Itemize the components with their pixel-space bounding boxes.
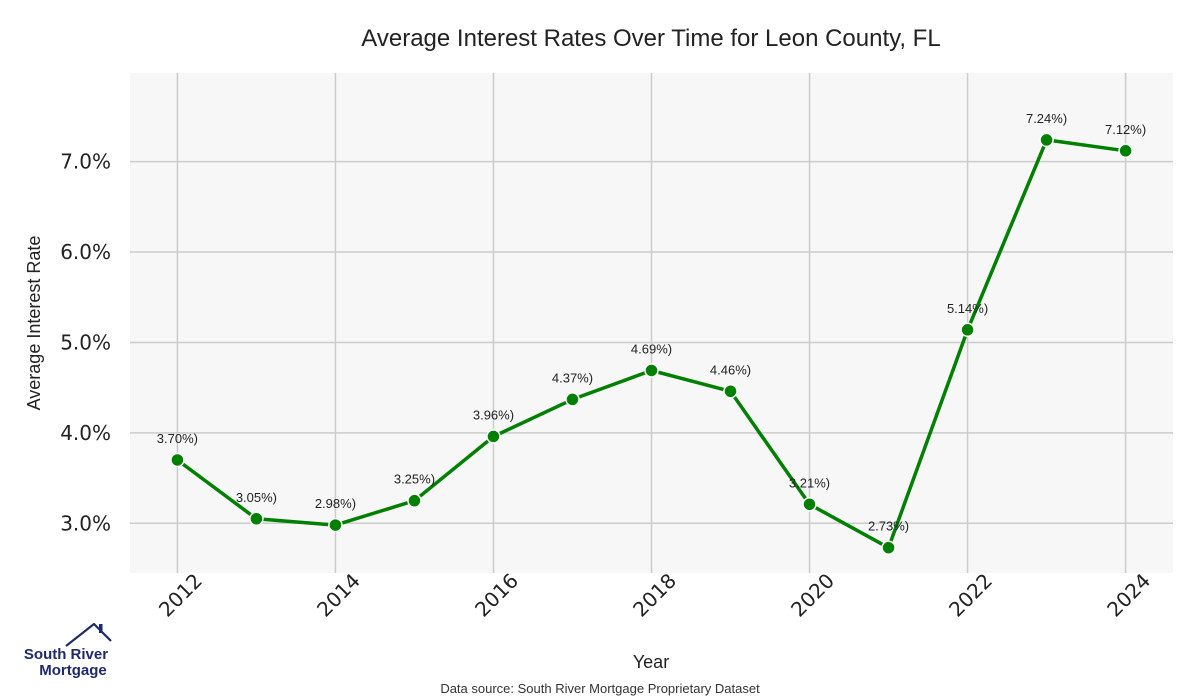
x-tick-label: 2016 — [470, 569, 523, 622]
data-point — [328, 517, 343, 533]
data-labels: 3.70%) 3.05%) 2.98%) 3.25%) 3.96%) 4.37%) 4.69… — [157, 111, 1146, 534]
data-point — [170, 452, 185, 468]
x-tick-label: 2020 — [786, 569, 839, 622]
x-tick-label: 2024 — [1102, 569, 1155, 622]
chart-title: Average Interest Rates Over Time for Leo… — [361, 25, 940, 52]
data-point — [802, 497, 817, 512]
data-label: 3.96%) — [473, 407, 514, 422]
y-tick-label: 5.0% — [60, 330, 111, 354]
x-tick-label: 2014 — [312, 569, 365, 622]
logo-text-line2: Mortgage — [39, 662, 107, 679]
x-tick-label: 2022 — [944, 569, 997, 622]
data-point — [1039, 132, 1054, 148]
data-point — [723, 384, 738, 399]
x-axis-ticks: 2012 2014 2016 2018 2020 2022 2024 — [154, 569, 1155, 622]
data-label: 7.24%) — [1026, 111, 1067, 126]
data-label: 2.98%) — [315, 496, 356, 511]
y-axis-ticks: 3.0% 4.0% 5.0% 6.0% 7.0% — [60, 150, 111, 536]
data-label: 2.73%) — [868, 519, 909, 534]
y-tick-label: 3.0% — [60, 511, 111, 535]
data-label: 4.46%) — [710, 362, 751, 377]
data-point — [486, 429, 501, 444]
data-label: 5.14%) — [947, 301, 988, 316]
data-label: 4.37%) — [552, 370, 593, 385]
data-point — [644, 363, 659, 378]
data-point — [881, 540, 896, 555]
data-points — [170, 132, 1133, 555]
data-label: 4.69%) — [631, 341, 672, 356]
data-label: 3.70%) — [157, 431, 198, 446]
house-icon — [65, 622, 112, 647]
data-label: 3.05%) — [236, 490, 277, 505]
y-tick-label: 6.0% — [60, 240, 111, 264]
x-tick-label: 2018 — [628, 569, 681, 622]
y-axis-title: Average Interest Rate — [24, 236, 44, 411]
data-point — [407, 493, 422, 508]
y-tick-label: 4.0% — [60, 421, 111, 445]
data-label: 7.12%) — [1105, 122, 1146, 137]
data-label: 3.25%) — [394, 472, 435, 487]
data-point — [1118, 143, 1133, 159]
data-point — [249, 511, 264, 527]
x-tick-label: 2012 — [154, 569, 207, 622]
data-point — [960, 322, 975, 338]
x-axis-title: Year — [633, 652, 669, 672]
logo-text-line1: South River — [24, 646, 108, 663]
south-river-logo: South River Mortgage — [24, 622, 112, 679]
source-note: Data source: South River Mortgage Propri… — [440, 681, 760, 696]
data-label: 3.21%) — [789, 475, 830, 490]
data-point — [565, 392, 580, 407]
y-tick-label: 7.0% — [60, 150, 111, 174]
